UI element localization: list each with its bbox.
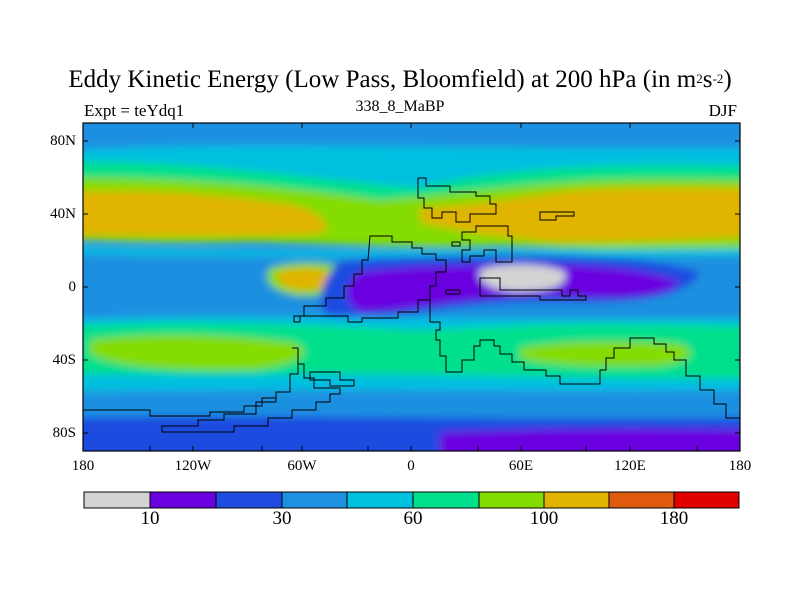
lon-label-60w: 60W bbox=[287, 458, 317, 474]
tropical-min-gray bbox=[479, 264, 566, 292]
colorbar-swatch-6 bbox=[479, 492, 544, 508]
jet-south-pacific bbox=[90, 334, 305, 371]
jet-atlantic-pacific-west bbox=[83, 190, 327, 237]
plot-title: Eddy Kinetic Energy (Low Pass, Bloomfiel… bbox=[68, 66, 732, 93]
colorbar-label-100: 100 bbox=[529, 508, 559, 529]
lon-label-180w: 180 bbox=[71, 458, 95, 474]
colorbar-swatch-8 bbox=[609, 492, 674, 508]
lon-label-60e: 60E bbox=[508, 458, 534, 474]
jet-south-indian bbox=[520, 341, 691, 367]
outline-island bbox=[445, 289, 461, 295]
jet-asia bbox=[420, 187, 740, 242]
experiment-label: Expt = teYdq1 bbox=[84, 101, 185, 120]
colorbar-swatch-7 bbox=[544, 492, 609, 508]
outline-south-america bbox=[161, 347, 341, 433]
outline-indian-ocean-box bbox=[479, 277, 587, 301]
lat-label-0: 0 bbox=[68, 279, 77, 295]
lat-label-40n: 40N bbox=[50, 206, 76, 222]
colorbar-swatch-9 bbox=[674, 492, 739, 508]
colorbar-swatch-5 bbox=[413, 492, 479, 508]
map-field bbox=[83, 123, 740, 451]
outline-north-asia bbox=[539, 211, 575, 221]
colorbar-label-10: 10 bbox=[140, 508, 160, 529]
outline-middle-east bbox=[461, 225, 513, 263]
colorbar bbox=[83, 491, 740, 509]
tick-marks bbox=[82, 123, 741, 451]
outline-europe bbox=[417, 177, 497, 223]
lon-label-0: 0 bbox=[407, 458, 415, 474]
lat-label-40s: 40S bbox=[52, 352, 76, 368]
colorbar-swatch-3 bbox=[282, 492, 347, 508]
band-antarctic-purple bbox=[440, 428, 740, 451]
period-label: 338_8_MaBP bbox=[355, 98, 445, 115]
outline-mediterranean bbox=[451, 241, 461, 247]
outline-southern-continents bbox=[429, 300, 740, 419]
outline-west-africa bbox=[293, 235, 447, 323]
lat-label-80s: 80S bbox=[52, 425, 76, 441]
colorbar-swatch-1 bbox=[150, 492, 216, 508]
outline-antarctic-peninsula bbox=[309, 371, 355, 387]
season-label: DJF bbox=[708, 101, 737, 120]
colorbar-label-180: 180 bbox=[659, 508, 689, 529]
colorbar-swatch-4 bbox=[347, 492, 413, 508]
lon-label-180e: 180 bbox=[728, 458, 752, 474]
continent-outlines bbox=[83, 177, 740, 433]
lon-label-120w: 120W bbox=[174, 458, 212, 474]
colorbar-label-60: 60 bbox=[403, 508, 423, 529]
colorbar-swatch-0 bbox=[84, 492, 150, 508]
lon-label-120e: 120E bbox=[614, 458, 646, 474]
lat-label-80n: 80N bbox=[50, 133, 76, 149]
tropical-high-center bbox=[276, 268, 339, 290]
colorbar-swatch-2 bbox=[216, 492, 282, 508]
colorbar-label-30: 30 bbox=[272, 508, 292, 529]
outline-west-antarctica bbox=[83, 397, 276, 417]
